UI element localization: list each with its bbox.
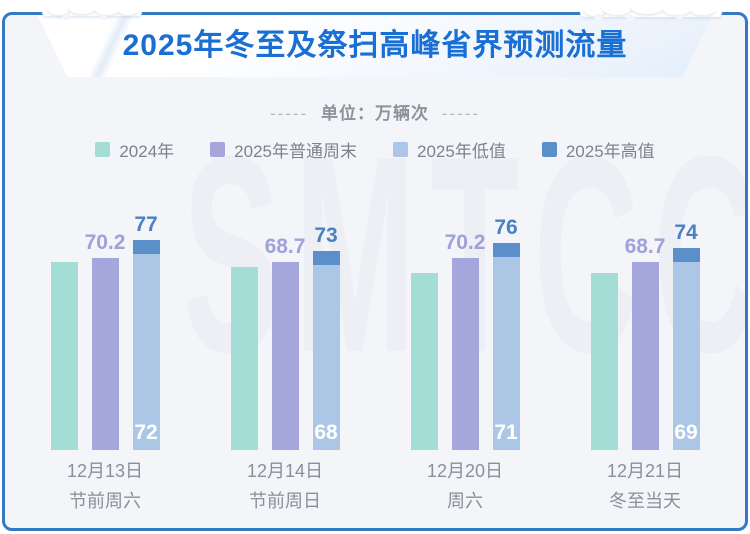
legend-item-1: 2025年普通周末 [210,137,357,162]
legend-item-2: 2025年低值 [393,137,506,162]
legend-label: 2025年普通周末 [234,142,357,161]
bar-group-3: 68.7 74 69 12月21日 冬至当天 [555,154,735,512]
bar-cluster: 70.2 76 71 [410,154,520,450]
segment-high [492,243,520,257]
bar-2025-range: 73 68 [312,224,340,450]
category-note: 周六 [447,491,483,511]
legend-item-3: 2025年高值 [541,137,655,162]
bar-2024 [230,267,258,450]
bar-2025-weekend: 68.7 [265,235,305,450]
legend-label: 2024年 [119,142,175,161]
legend-item-0: 2024年 [95,137,174,162]
page-title: 2025年冬至及祭扫高峰省界预测流量 [122,29,628,62]
category-note: 节前周六 [69,491,141,511]
segment-high [312,251,340,265]
bar-group-0: 70.2 77 72 12月13日 节前周六 [15,154,195,512]
title-banner: 2025年冬至及祭扫高峰省界预测流量 [37,15,713,77]
segment-low: 68 [312,265,340,450]
bar-2025-weekend: 70.2 [445,231,485,450]
legend-label: 2025年高值 [565,142,655,161]
bar-2024 [590,273,618,450]
bar-cluster: 68.7 73 68 [230,154,340,450]
bar-2025-weekend: 70.2 [85,231,125,450]
legend-swatch-icon [393,142,408,157]
chart: 70.2 77 72 12月13日 节前周六 68.7 73 68 12月14日 节前周日 70.2… [15,154,735,512]
value-label-weekend: 70.2 [444,231,486,254]
legend-swatch-icon [541,142,557,157]
category-date: 12月13日 [66,461,144,481]
subtitle-dashes-right: ----- [441,104,481,123]
legend-label: 2025年低值 [417,142,506,161]
category-note: 冬至当天 [609,491,681,511]
value-label-low: 68 [314,421,338,444]
category-date: 12月20日 [426,461,504,481]
value-label-weekend: 68.7 [264,235,306,258]
value-label-low: 72 [134,421,158,444]
bar-2025-range: 76 71 [492,216,520,450]
segment-low: 69 [672,262,700,450]
value-label-low: 71 [494,421,518,444]
chart-card: SMTCC 2025年冬至及祭扫高峰省界预测流量 ----- 单位：万辆次 --… [2,12,748,531]
value-label-high: 76 [494,216,518,239]
bar-group-1: 68.7 73 68 12月14日 节前周日 [195,154,375,512]
value-label-weekend: 68.7 [624,235,666,258]
category-date: 12月21日 [606,461,684,481]
legend-swatch-icon [210,142,226,157]
bar-2025-range: 74 69 [672,221,700,450]
subtitle-dashes-left: ----- [269,104,309,123]
unit-subtitle: ----- 单位：万辆次 ----- [5,99,745,124]
value-label-high: 73 [314,224,338,247]
value-label-high: 74 [674,221,698,244]
bar-2025-range: 77 72 [132,213,160,450]
bar-2024 [50,262,78,450]
value-label-weekend: 70.2 [84,231,126,254]
bar-cluster: 68.7 74 69 [590,154,700,450]
value-label-low: 69 [674,421,698,444]
bar-cluster: 70.2 77 72 [50,154,160,450]
unit-label: 单位：万辆次 [321,104,429,123]
segment-low: 72 [132,254,160,450]
bar-2025-weekend: 68.7 [625,235,665,450]
segment-low: 71 [492,257,520,450]
segment-high [672,248,700,262]
category-date: 12月14日 [246,461,324,481]
legend-swatch-icon [95,142,111,157]
bar-group-2: 70.2 76 71 12月20日 周六 [375,154,555,512]
value-label-high: 77 [134,213,158,236]
legend: 2024年 2025年普通周末 2025年低值 2025年高值 [5,137,745,162]
segment-high [132,240,160,254]
bar-2024 [410,273,438,450]
category-note: 节前周日 [249,491,321,511]
